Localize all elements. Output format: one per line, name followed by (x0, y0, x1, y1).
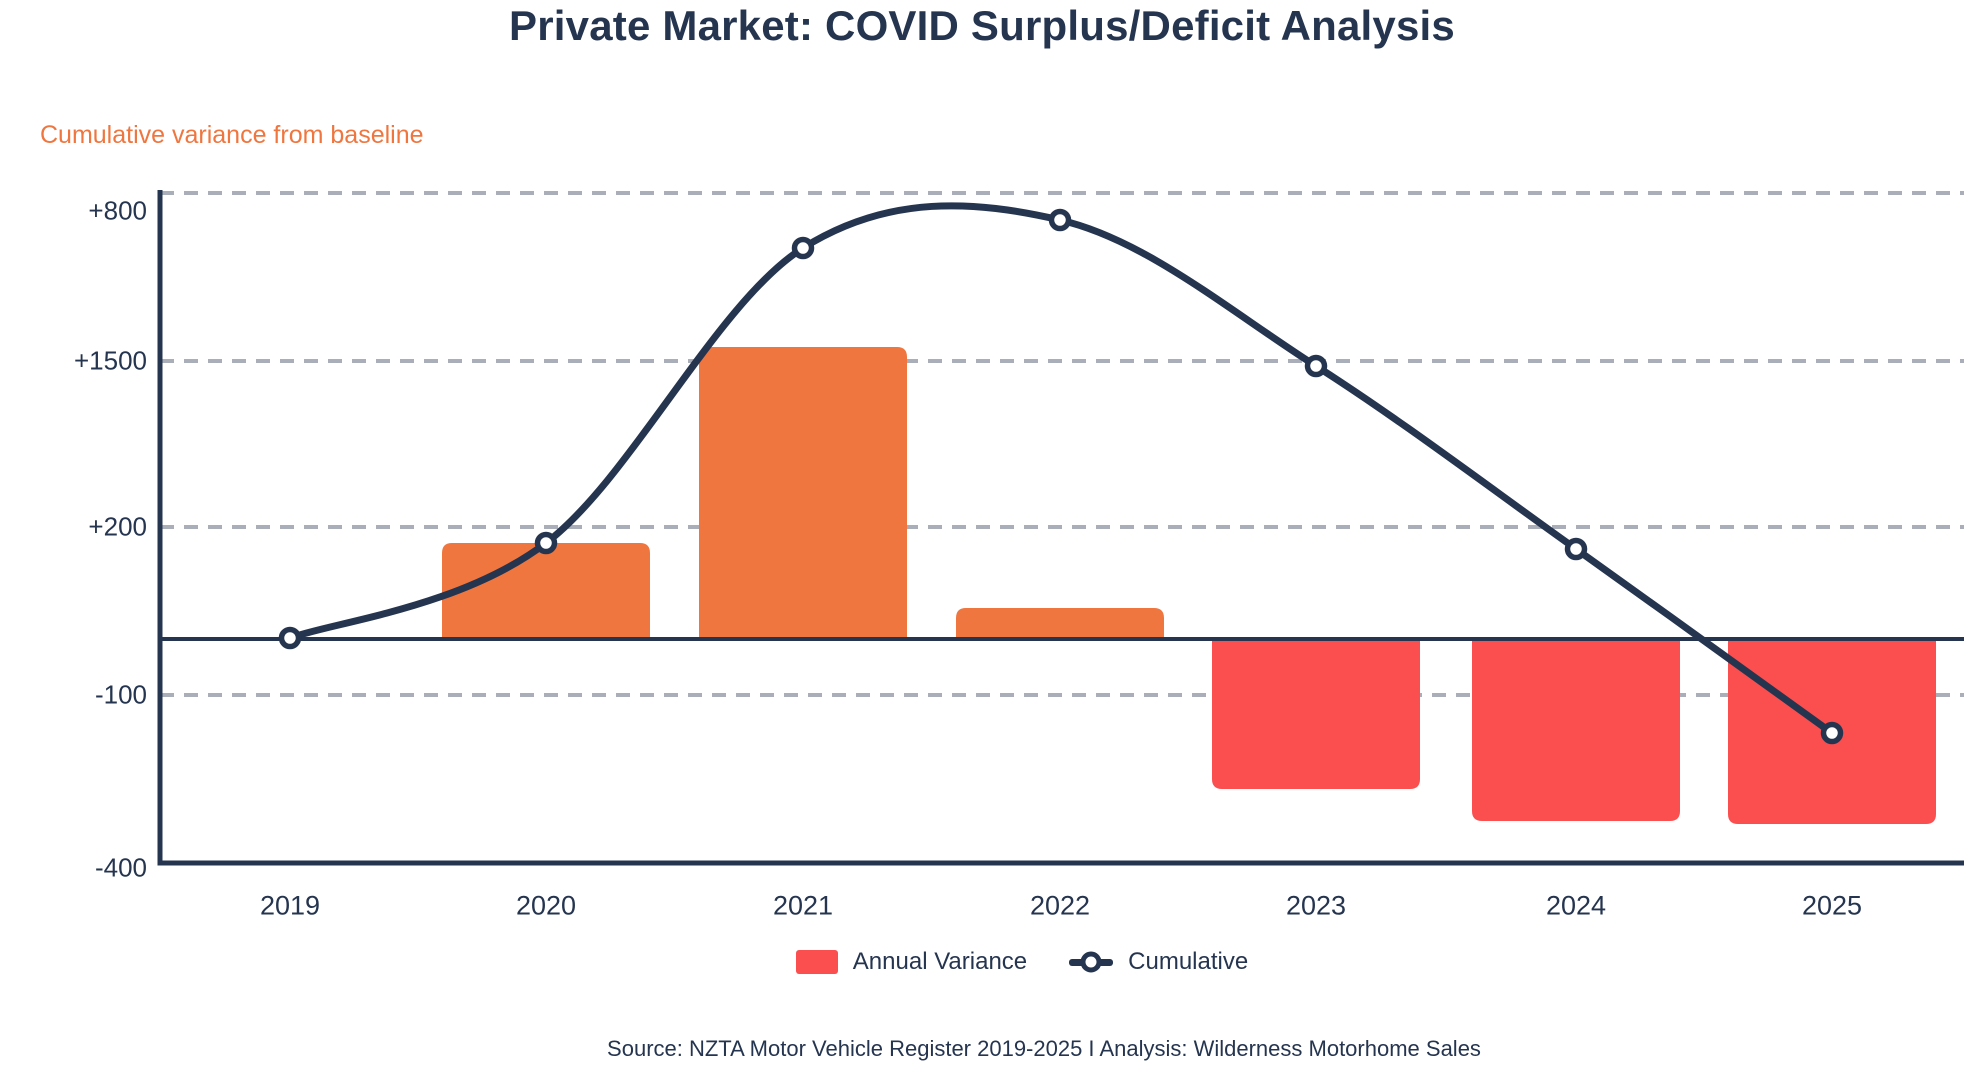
legend-circle-marker (1080, 951, 1102, 973)
x-tick-label: 2020 (515, 890, 577, 921)
y-tick-label: -100 (94, 679, 147, 710)
legend-label-cumulative: Cumulative (1128, 948, 1249, 975)
x-tick-label: 2022 (1029, 890, 1091, 921)
legend-item-annual-variance: Annual Variance (795, 948, 1028, 976)
y-tick-label: +200 (88, 511, 147, 542)
chart-title: Private Market: COVID Surplus/Deficit An… (509, 2, 1455, 49)
x-tick-label: 2021 (772, 890, 834, 921)
y-tick-label: +1500 (73, 345, 147, 376)
legend: Annual Variance Cumulative (40, 948, 1964, 976)
y-axis-title: Cumulative variance from baseline (40, 121, 424, 149)
y-tick-label: -400 (94, 852, 147, 883)
x-tick-label: 2023 (1285, 890, 1347, 921)
annual-variance-swatch-icon (795, 950, 838, 974)
y-tick-label: +800 (88, 195, 147, 226)
x-tick-label: 2019 (259, 890, 321, 921)
cumulative-line-marker-icon (1069, 950, 1114, 974)
x-tick-label: 2025 (1801, 890, 1863, 921)
x-tick-label: 2024 (1545, 890, 1607, 921)
legend-item-cumulative: Cumulative (1069, 948, 1248, 976)
legend-label-annual-variance: Annual Variance (852, 948, 1028, 975)
source-note: Source: NZTA Motor Vehicle Register 2019… (607, 1036, 1481, 1061)
